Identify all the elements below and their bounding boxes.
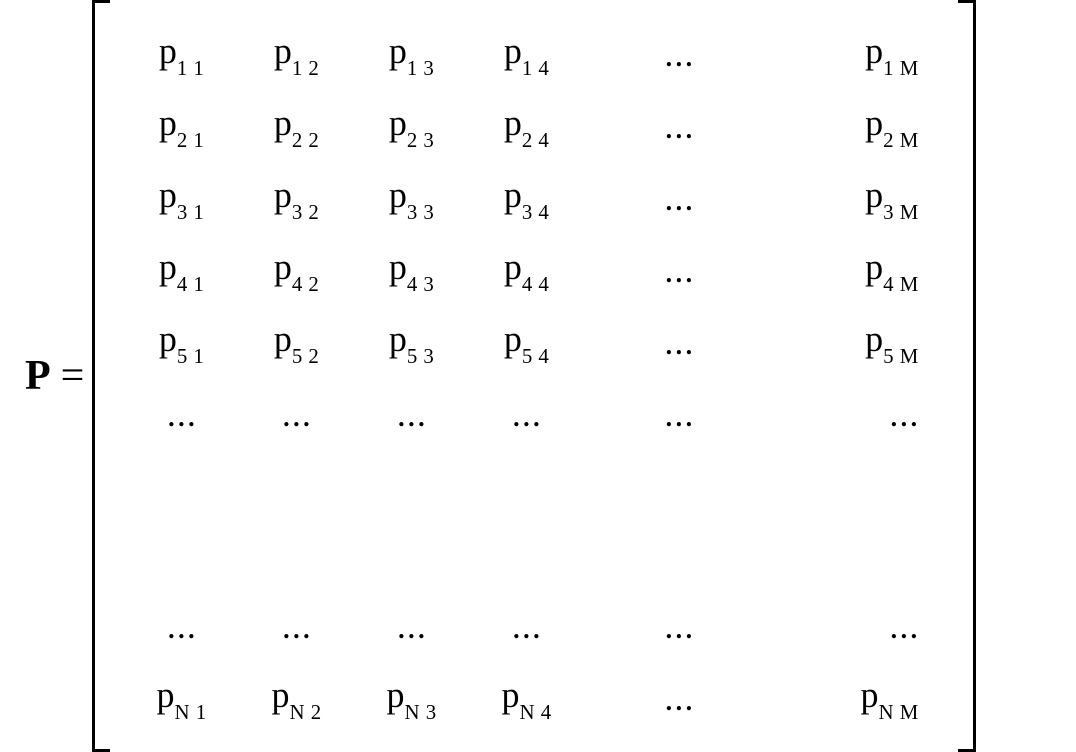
matrix-cell-spacer — [584, 590, 624, 662]
matrix-body: p1 1p1 2p1 3p1 4... p1 M p2 1p2 2p2 3p2 4.… — [110, 0, 958, 752]
matrix-cell-spacer — [584, 378, 624, 450]
matrix-cell: pN 1 — [124, 662, 239, 734]
matrix-cell: p4 2 — [239, 234, 354, 306]
matrix-cell-spacer — [624, 450, 734, 590]
matrix-cell-spacer — [584, 450, 624, 590]
matrix-cell: p5 3 — [354, 306, 469, 378]
matrix-cell: p4 1 — [124, 234, 239, 306]
matrix-cell: p5 4 — [469, 306, 584, 378]
matrix-cell-spacer — [124, 450, 239, 590]
matrix-cell-spacer — [584, 162, 624, 234]
matrix-cell-ellipsis: ... — [774, 590, 944, 662]
matrix-cell: pN 2 — [239, 662, 354, 734]
matrix-cell-ellipsis: ... — [124, 378, 239, 450]
matrix-cell: p1 3 — [354, 18, 469, 90]
matrix-cell: p5 2 — [239, 306, 354, 378]
matrix-cell-ellipsis: ... — [354, 378, 469, 450]
matrix-cell-spacer — [469, 450, 584, 590]
matrix-cell: p3 4 — [469, 162, 584, 234]
matrix-cell: pN M — [774, 662, 944, 734]
matrix-cell-spacer — [734, 162, 774, 234]
matrix-cell: pN 3 — [354, 662, 469, 734]
matrix-cell-ellipsis: ... — [624, 18, 734, 90]
matrix-cell: p3 1 — [124, 162, 239, 234]
left-bracket — [92, 0, 110, 752]
matrix-cell: p2 1 — [124, 90, 239, 162]
matrix-cell-ellipsis: ... — [624, 162, 734, 234]
matrix-table: p1 1p1 2p1 3p1 4... p1 M p2 1p2 2p2 3p2 4.… — [124, 18, 944, 734]
matrix-cell: p3 M — [774, 162, 944, 234]
matrix-cell-ellipsis: ... — [624, 306, 734, 378]
matrix-cell-ellipsis: ... — [469, 590, 584, 662]
matrix-cell-spacer — [239, 450, 354, 590]
matrix-cell-ellipsis: ... — [124, 590, 239, 662]
matrix-cell: p5 1 — [124, 306, 239, 378]
equals-sign: = — [61, 352, 85, 400]
matrix-cell-spacer — [734, 18, 774, 90]
matrix-cell-ellipsis: ... — [469, 378, 584, 450]
matrix-cell: p1 4 — [469, 18, 584, 90]
matrix-cell-ellipsis: ... — [239, 590, 354, 662]
matrix-cell: p4 3 — [354, 234, 469, 306]
matrix-cell-spacer — [734, 90, 774, 162]
matrix-cell-spacer — [734, 378, 774, 450]
matrix-cell-spacer — [584, 662, 624, 734]
matrix-cell-ellipsis: ... — [624, 378, 734, 450]
matrix-cell-spacer — [774, 450, 944, 590]
matrix-cell: pN 4 — [469, 662, 584, 734]
matrix-cell: p3 3 — [354, 162, 469, 234]
matrix-cell-ellipsis: ... — [624, 234, 734, 306]
matrix-cell-spacer — [584, 18, 624, 90]
matrix-cell-ellipsis: ... — [624, 662, 734, 734]
matrix-cell: p2 M — [774, 90, 944, 162]
matrix-cell-ellipsis: ... — [774, 378, 944, 450]
lhs-symbol: P — [25, 352, 51, 400]
matrix-cell: p5 M — [774, 306, 944, 378]
matrix-cell-spacer — [734, 234, 774, 306]
matrix-cell: p1 M — [774, 18, 944, 90]
matrix-cell: p4 4 — [469, 234, 584, 306]
matrix-cell-spacer — [584, 306, 624, 378]
matrix-cell-ellipsis: ... — [624, 90, 734, 162]
matrix-cell-spacer — [734, 306, 774, 378]
matrix-cell: p3 2 — [239, 162, 354, 234]
matrix-cell: p2 2 — [239, 90, 354, 162]
right-bracket — [958, 0, 976, 752]
matrix-cell-spacer — [734, 590, 774, 662]
matrix-cell: p1 1 — [124, 18, 239, 90]
matrix-cell-spacer — [734, 450, 774, 590]
matrix-cell: p4 M — [774, 234, 944, 306]
matrix-cell-spacer — [734, 662, 774, 734]
matrix-cell-spacer — [354, 450, 469, 590]
matrix-cell: p2 3 — [354, 90, 469, 162]
matrix-cell-spacer — [584, 90, 624, 162]
matrix-cell: p1 2 — [239, 18, 354, 90]
matrix-cell: p2 4 — [469, 90, 584, 162]
matrix-cell-ellipsis: ... — [354, 590, 469, 662]
matrix-cell-ellipsis: ... — [624, 590, 734, 662]
matrix: p1 1p1 2p1 3p1 4... p1 M p2 1p2 2p2 3p2 4.… — [92, 0, 976, 752]
matrix-cell-ellipsis: ... — [239, 378, 354, 450]
matrix-equation: P = p1 1p1 2p1 3p1 4...p1 Mp2 1p2 2p2 3p… — [25, 0, 976, 752]
matrix-cell-spacer — [584, 234, 624, 306]
